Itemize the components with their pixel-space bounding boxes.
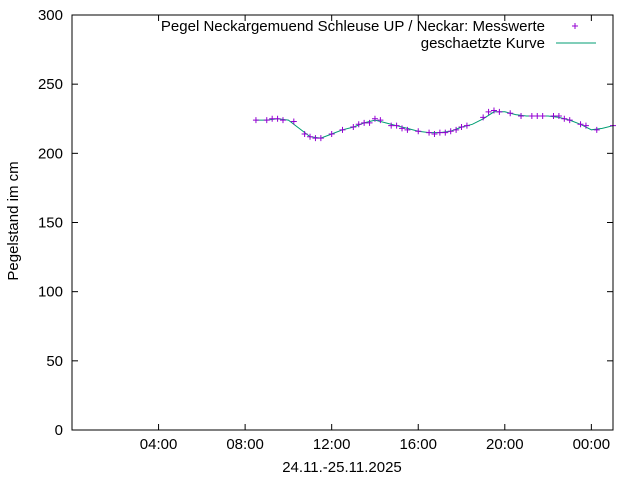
x-tick-label: 12:00 — [313, 436, 351, 453]
data-point — [371, 115, 378, 122]
data-point — [274, 115, 281, 122]
legend-point-swatch — [572, 23, 578, 29]
data-point — [431, 130, 438, 137]
legend-label: Pegel Neckargemuend Schleuse UP / Neckar… — [161, 18, 545, 35]
y-tick-label: 250 — [38, 76, 63, 93]
data-point — [442, 129, 449, 136]
data-point — [317, 135, 324, 142]
y-tick-label: 300 — [38, 7, 63, 24]
data-point — [496, 108, 503, 115]
data-point — [593, 126, 600, 133]
data-point — [399, 125, 406, 132]
data-point — [480, 114, 487, 121]
x-tick-label: 16:00 — [399, 436, 437, 453]
data-point — [426, 129, 433, 136]
data-point — [555, 112, 562, 119]
y-tick-label: 50 — [46, 353, 63, 370]
data-point — [566, 117, 573, 124]
x-tick-label: 20:00 — [486, 436, 524, 453]
data-point — [539, 112, 546, 119]
data-point — [279, 117, 286, 124]
legend-label: geschaetzte Kurve — [421, 35, 545, 52]
data-point — [366, 119, 373, 126]
y-axis-label: Pegelstand im cm — [5, 161, 22, 280]
data-point — [312, 135, 319, 142]
y-tick-label: 0 — [55, 422, 63, 439]
plot-frame — [71, 14, 614, 431]
data-point — [355, 121, 362, 128]
data-point — [290, 118, 297, 125]
data-point — [263, 117, 270, 124]
data-point — [463, 122, 470, 129]
data-point — [328, 130, 335, 137]
x-axis-label: 24.11.-25.11.2025 — [282, 459, 402, 476]
data-point — [490, 107, 497, 114]
x-tick-label: 04:00 — [140, 436, 178, 453]
data-point — [518, 112, 525, 119]
data-point — [252, 117, 259, 124]
data-point — [393, 122, 400, 129]
data-point — [447, 128, 454, 135]
data-point — [377, 117, 384, 124]
data-point — [404, 126, 411, 133]
y-tick-label: 100 — [38, 284, 63, 301]
data-point — [528, 112, 535, 119]
series-points — [252, 107, 616, 142]
data-point — [507, 110, 514, 117]
data-point — [436, 129, 443, 136]
data-point — [453, 126, 460, 133]
data-point — [339, 126, 346, 133]
y-tick-label: 150 — [38, 215, 63, 232]
data-point — [388, 122, 395, 129]
axes: 0 50 100 150 200 250 300 04:00 08:00 12:00 16:00 20… — [38, 7, 614, 453]
data-point — [485, 108, 492, 115]
data-point — [582, 122, 589, 129]
data-point — [550, 112, 557, 119]
data-point — [361, 119, 368, 126]
y-tick-label: 200 — [38, 145, 63, 162]
data-point — [301, 130, 308, 137]
x-tick-label: 00:00 — [573, 436, 611, 453]
data-point — [269, 115, 276, 122]
legend: Pegel Neckargemuend Schleuse UP / Neckar… — [161, 18, 596, 52]
x-tick-label: 08:00 — [226, 436, 264, 453]
data-point — [458, 124, 465, 131]
data-point — [415, 128, 422, 135]
data-point — [350, 124, 357, 131]
data-point — [534, 112, 541, 119]
data-point — [307, 133, 314, 140]
data-point — [577, 121, 584, 128]
data-point — [561, 115, 568, 122]
